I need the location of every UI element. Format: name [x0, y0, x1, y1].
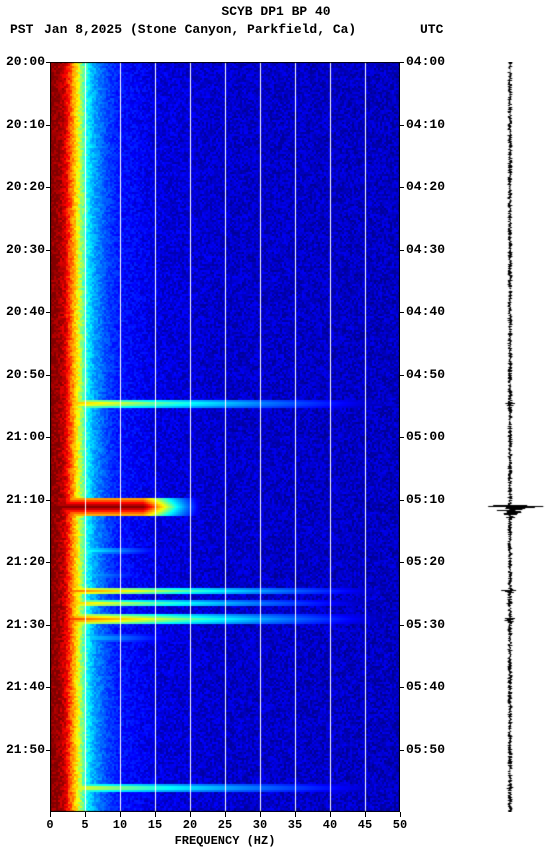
ytick-mark [400, 312, 404, 313]
xtick-mark [155, 812, 156, 817]
xtick: 20 [183, 818, 197, 832]
ytick-mark [400, 375, 404, 376]
ytick-mark [400, 562, 404, 563]
ytick-mark [46, 562, 50, 563]
ytick-utc: 05:20 [406, 554, 445, 569]
ytick-utc: 04:00 [406, 54, 445, 69]
spectrogram-canvas [50, 62, 400, 812]
ytick-utc: 04:40 [406, 304, 445, 319]
xtick: 10 [113, 818, 127, 832]
xtick-mark [260, 812, 261, 817]
ytick-mark [400, 125, 404, 126]
ytick-utc: 04:30 [406, 242, 445, 257]
xtick: 45 [358, 818, 372, 832]
ytick-pst: 21:30 [0, 617, 45, 632]
ytick-mark [46, 437, 50, 438]
xtick-mark [400, 812, 401, 817]
ytick-mark [400, 187, 404, 188]
xtick: 30 [253, 818, 267, 832]
xtick-mark [85, 812, 86, 817]
ytick-mark [400, 500, 404, 501]
ytick-pst: 21:50 [0, 742, 45, 757]
ytick-pst: 21:40 [0, 679, 45, 694]
xtick: 5 [81, 818, 88, 832]
ytick-mark [400, 750, 404, 751]
xtick: 50 [393, 818, 407, 832]
ytick-pst: 20:20 [0, 179, 45, 194]
ytick-mark [400, 250, 404, 251]
x-axis-label: FREQUENCY (HZ) [50, 834, 400, 848]
ytick-utc: 04:20 [406, 179, 445, 194]
station-label: (Stone Canyon, Parkfield, Ca) [130, 22, 356, 37]
date-label: Jan 8,2025 [44, 22, 122, 37]
ytick-utc: 04:50 [406, 367, 445, 382]
ytick-mark [46, 125, 50, 126]
ytick-mark [46, 250, 50, 251]
chart-title: SCYB DP1 BP 40 [0, 4, 552, 19]
ytick-mark [46, 62, 50, 63]
xtick-mark [120, 812, 121, 817]
ytick-utc: 05:30 [406, 617, 445, 632]
ytick-utc: 04:10 [406, 117, 445, 132]
ytick-mark [46, 687, 50, 688]
ytick-mark [46, 187, 50, 188]
ytick-pst: 20:00 [0, 54, 45, 69]
ytick-pst: 20:40 [0, 304, 45, 319]
ytick-pst: 21:00 [0, 429, 45, 444]
ytick-pst: 20:30 [0, 242, 45, 257]
waveform-canvas [475, 62, 545, 812]
xtick-mark [225, 812, 226, 817]
ytick-pst: 20:10 [0, 117, 45, 132]
ytick-mark [400, 625, 404, 626]
ytick-mark [400, 437, 404, 438]
ytick-pst: 20:50 [0, 367, 45, 382]
xtick: 15 [148, 818, 162, 832]
ytick-mark [46, 375, 50, 376]
ytick-mark [46, 625, 50, 626]
xtick: 25 [218, 818, 232, 832]
ytick-utc: 05:50 [406, 742, 445, 757]
xtick-mark [190, 812, 191, 817]
xtick: 40 [323, 818, 337, 832]
xtick-mark [295, 812, 296, 817]
ytick-pst: 21:10 [0, 492, 45, 507]
right-timezone-label: UTC [420, 22, 443, 37]
ytick-mark [46, 500, 50, 501]
ytick-utc: 05:10 [406, 492, 445, 507]
xtick: 0 [46, 818, 53, 832]
ytick-utc: 05:40 [406, 679, 445, 694]
xtick: 35 [288, 818, 302, 832]
ytick-mark [400, 687, 404, 688]
ytick-utc: 05:00 [406, 429, 445, 444]
ytick-pst: 21:20 [0, 554, 45, 569]
ytick-mark [400, 62, 404, 63]
xtick-mark [50, 812, 51, 817]
ytick-mark [46, 312, 50, 313]
xtick-mark [330, 812, 331, 817]
ytick-mark [46, 750, 50, 751]
left-timezone-label: PST [10, 22, 33, 37]
xtick-mark [365, 812, 366, 817]
